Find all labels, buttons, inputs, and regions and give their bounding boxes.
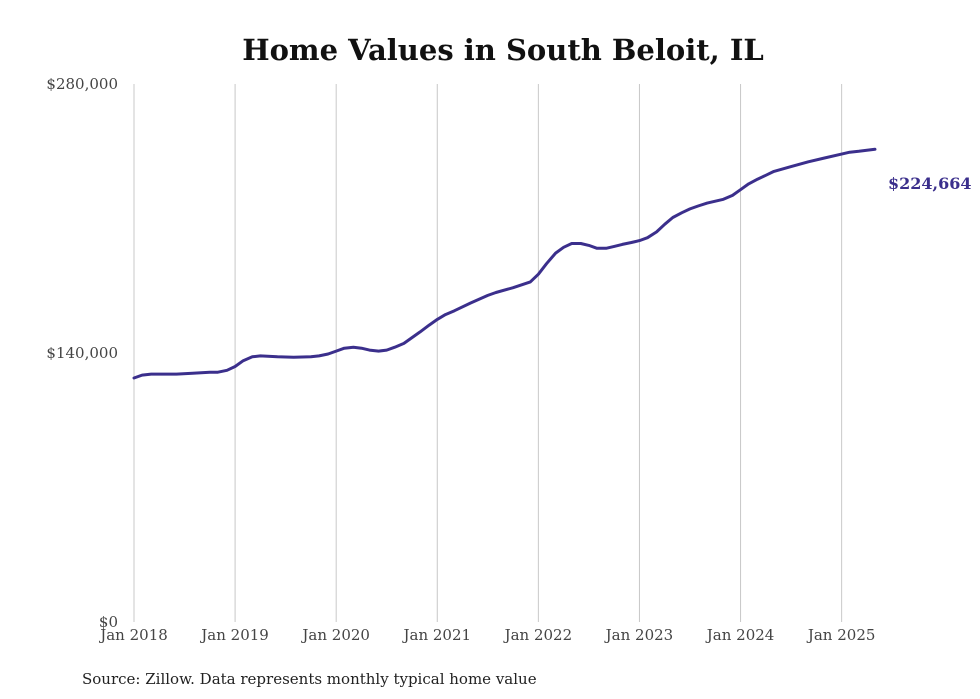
x-axis: Jan 2018 Jan 2019 Jan 2020 Jan 2021 Jan 2022… bbox=[98, 626, 875, 644]
x-tick-label: Jan 2023 bbox=[604, 626, 674, 644]
y-tick-label: $140,000 bbox=[46, 344, 118, 362]
x-tick-label: Jan 2018 bbox=[98, 626, 168, 644]
y-tick-label: $280,000 bbox=[46, 75, 118, 93]
x-tick-label: Jan 2024 bbox=[705, 626, 775, 644]
y-tick-label: $0 bbox=[99, 613, 118, 631]
vertical-gridlines bbox=[133, 84, 843, 622]
y-axis: $0 $140,000 $280,000 bbox=[46, 75, 118, 631]
x-tick-label: Jan 2021 bbox=[401, 626, 471, 644]
source-note: Source: Zillow. Data represents monthly … bbox=[82, 670, 537, 688]
end-value-label: $224,664 bbox=[888, 174, 972, 193]
x-tick-label: Jan 2025 bbox=[806, 626, 876, 644]
chart-title: Home Values in South Beloit, IL bbox=[242, 33, 764, 67]
x-tick-label: Jan 2019 bbox=[199, 626, 269, 644]
x-tick-label: Jan 2022 bbox=[503, 626, 573, 644]
x-tick-label: Jan 2020 bbox=[300, 626, 370, 644]
home-value-line bbox=[132, 147, 877, 380]
